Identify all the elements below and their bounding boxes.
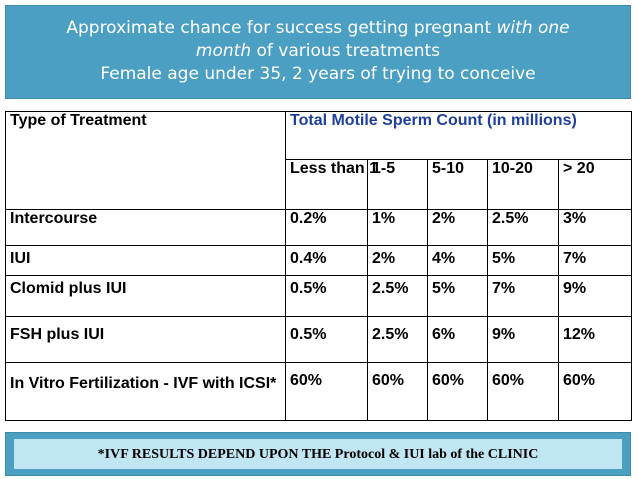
subheader-5-10: 5-10 bbox=[427, 159, 488, 210]
treatment-name: Intercourse bbox=[5, 209, 286, 246]
subheader-1-5: 1-5 bbox=[367, 159, 428, 210]
value-cell: 2% bbox=[427, 209, 488, 246]
title-banner: Approximate chance for success getting p… bbox=[5, 5, 631, 99]
treatment-name: Clomid plus IUI bbox=[5, 275, 286, 317]
treatment-name: IUI bbox=[5, 245, 286, 276]
value-cell: 6% bbox=[427, 316, 488, 363]
value-cell: 5% bbox=[427, 275, 488, 317]
sperm-count-header: Total Motile Sperm Count (in millions) bbox=[284, 111, 633, 160]
table-row: In Vitro Fertilization - IVF with ICSI* … bbox=[5, 362, 633, 421]
value-cell: 9% bbox=[557, 275, 633, 317]
value-cell: 7% bbox=[557, 245, 633, 276]
value-cell: 4% bbox=[427, 245, 488, 276]
title-line-1-italic: with one bbox=[496, 18, 570, 38]
treatment-name: In Vitro Fertilization - IVF with ICSI* bbox=[5, 362, 286, 421]
type-of-treatment-header: Type of Treatment bbox=[5, 111, 286, 210]
treatment-name: FSH plus IUI bbox=[5, 316, 286, 363]
table-row: Intercourse 0.2% 1% 2% 2.5% 3% bbox=[5, 209, 633, 246]
subheader-over-20: > 20 bbox=[557, 159, 633, 210]
title-line-2-text: of various treatments bbox=[251, 41, 441, 61]
title-line-2-italic: month bbox=[195, 41, 252, 61]
table-row: Clomid plus IUI 0.5% 2.5% 5% 7% 9% bbox=[5, 275, 633, 317]
footer-note: *IVF RESULTS DEPEND UPON THE Protocol & … bbox=[14, 439, 622, 469]
value-cell: 2.5% bbox=[487, 209, 559, 246]
value-cell: 1% bbox=[367, 209, 428, 246]
value-cell: 0.5% bbox=[285, 316, 368, 363]
table-header-row: Type of Treatment Total Motile Sperm Cou… bbox=[5, 111, 633, 210]
table-row: IUI 0.4% 2% 4% 5% 7% bbox=[5, 245, 633, 276]
title-line-3: Female age under 35, 2 years of trying t… bbox=[100, 64, 536, 84]
value-cell: 3% bbox=[557, 209, 633, 246]
title-line-1-text: Approximate chance for success getting p… bbox=[66, 18, 497, 38]
value-cell: 5% bbox=[487, 245, 559, 276]
value-cell: 2.5% bbox=[367, 275, 428, 317]
value-cell: 60% bbox=[427, 362, 488, 421]
subheader-10-20: 10-20 bbox=[487, 159, 559, 210]
title-line-2: month of various treatments bbox=[6, 40, 630, 63]
footer-banner: *IVF RESULTS DEPEND UPON THE Protocol & … bbox=[5, 432, 631, 476]
value-cell: 60% bbox=[285, 362, 368, 421]
value-cell: 0.4% bbox=[285, 245, 368, 276]
value-cell: 9% bbox=[487, 316, 559, 363]
value-cell: 60% bbox=[487, 362, 559, 421]
subheader-less-than-1: Less than 1 bbox=[285, 159, 378, 210]
treatment-success-table: Type of Treatment Total Motile Sperm Cou… bbox=[5, 111, 633, 421]
table-row: FSH plus IUI 0.5% 2.5% 6% 9% 12% bbox=[5, 316, 633, 363]
value-cell: 60% bbox=[557, 362, 633, 421]
value-cell: 2.5% bbox=[367, 316, 428, 363]
value-cell: 2% bbox=[367, 245, 428, 276]
value-cell: 12% bbox=[557, 316, 633, 363]
title-line-1: Approximate chance for success getting p… bbox=[6, 17, 630, 40]
value-cell: 60% bbox=[367, 362, 428, 421]
value-cell: 7% bbox=[487, 275, 559, 317]
table-subheader-row: Less than 1 1-5 5-10 10-20 > 20 bbox=[6, 159, 633, 210]
value-cell: 0.2% bbox=[285, 209, 368, 246]
value-cell: 0.5% bbox=[285, 275, 368, 317]
